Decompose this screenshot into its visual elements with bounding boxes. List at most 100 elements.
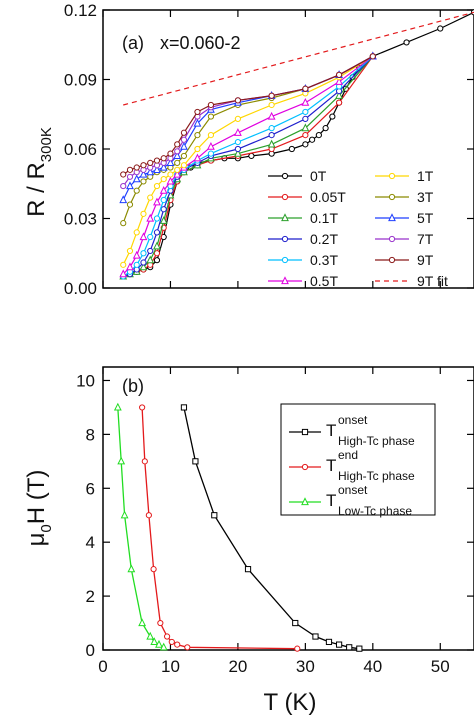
panel-a-data-point	[153, 257, 161, 264]
panel-b-data-point	[127, 564, 136, 573]
panel-b-ylabel-sub: 0	[38, 524, 55, 532]
panel-a-data-point	[159, 162, 168, 171]
panel-b-plot	[113, 402, 363, 652]
panel-a-data-point	[153, 250, 161, 257]
panel-b-data-point	[157, 619, 164, 627]
panel-a-data-point	[193, 118, 202, 127]
panel-a-data-point	[234, 97, 242, 104]
panel-b-ticks: 0 2 4 6 8 10 0 10 20 30 40 50	[76, 367, 474, 676]
panel-b-xtick-label: 40	[363, 657, 382, 676]
panel-b-data-point	[120, 510, 129, 519]
panel-b-data-point	[335, 641, 343, 648]
panel-b-data-point	[146, 631, 155, 640]
panel-b-data-point	[346, 644, 353, 651]
panel-b-ytick-label: 2	[86, 587, 95, 606]
legend-marker	[281, 235, 289, 243]
legend-label-sub: High-Tc phase	[338, 469, 415, 483]
panel-a-data-point	[194, 108, 201, 116]
panel-a-data-point	[369, 53, 376, 60]
panel-a-data-point	[207, 101, 215, 109]
panel-a-data-point	[174, 141, 181, 148]
panel-a-ytick-label: 0.03	[64, 210, 97, 229]
panel-a-data-point	[234, 115, 242, 122]
panel-b-series-line	[117, 407, 165, 648]
panel-b-data-point	[117, 456, 126, 465]
panel-a-data-point	[174, 148, 181, 155]
panel-a-data-point	[180, 129, 188, 136]
panel-a-title: x=0.060-2	[160, 33, 241, 53]
panel-a-data-point	[166, 158, 175, 166]
panel-a-data-point	[167, 150, 174, 157]
panel-a-data-point	[153, 157, 161, 164]
panel-b-ylabel-mu: μ	[23, 533, 50, 547]
legend-label: 7T	[417, 231, 434, 247]
panel-a-plot	[119, 9, 474, 280]
panel-a-data-point	[140, 250, 147, 257]
panel-a-data-point	[140, 259, 147, 266]
legend-marker	[281, 213, 289, 222]
panel-a-data-point	[335, 77, 343, 85]
panel-b-legend-box	[280, 403, 436, 516]
panel-a-data-point	[302, 85, 309, 92]
panel-a-data-point	[159, 185, 168, 194]
panel-a-data-point	[147, 159, 154, 166]
panel-a-data-point	[302, 141, 309, 148]
panel-b-data-point	[192, 458, 199, 465]
legend-marker	[388, 193, 396, 201]
panel-a-data-point	[153, 241, 161, 250]
panel-b-xtick-label: 50	[431, 657, 450, 676]
panel-b-xtick-label: 0	[98, 657, 107, 676]
panel-a-data-point	[335, 71, 343, 78]
legend-label: 9T fit	[417, 273, 448, 289]
panel-a-data-point	[146, 213, 155, 222]
panel-a-data-point	[288, 145, 295, 153]
panel-b-data-point	[184, 644, 191, 651]
panel-a-data-point	[140, 210, 147, 217]
legend-marker	[281, 193, 289, 201]
panel-b-data-point	[145, 512, 152, 519]
legend-marker	[301, 463, 309, 471]
panel-a-data-point	[174, 159, 181, 166]
panel-b-xlabel: T (K)	[264, 689, 317, 716]
legend-label: 0.05T	[310, 189, 346, 205]
panel-a-data-point	[437, 25, 444, 32]
panel-b-xtick-label: 10	[161, 657, 180, 676]
panel-a-data-point	[268, 125, 275, 132]
panel-b-data-point	[174, 641, 181, 648]
panel-a-data-point	[322, 125, 329, 132]
legend-label-sup: end	[338, 448, 358, 462]
legend-label: 0.1T	[310, 210, 338, 226]
legend-marker	[388, 256, 396, 264]
panel-a-data-point	[173, 151, 182, 160]
legend-label-sub: High-Tc phase	[338, 434, 415, 448]
panel-a-data-point	[174, 166, 181, 173]
panel-b-data-point	[150, 637, 159, 646]
legend-label: T	[326, 421, 336, 440]
panel-a-data-point	[126, 201, 134, 208]
panel-a-data-point	[147, 194, 154, 201]
panel-a-data-point	[207, 141, 215, 150]
panel-b-series-line	[141, 407, 298, 650]
panel-a-data-point	[146, 167, 155, 176]
panel-a-data-point	[126, 173, 134, 180]
panel-a-data-point	[301, 97, 310, 106]
panel-a-ylabel-sub: 300K	[38, 127, 55, 162]
panel-a-data-point	[193, 153, 202, 162]
legend-label: 0.3T	[310, 252, 338, 268]
panel-a-data-point	[234, 138, 242, 146]
panel-a-data-point	[194, 132, 201, 139]
panel-a-data-point	[153, 215, 161, 222]
panel-a-data-point	[234, 145, 242, 153]
panel-b-frame	[102, 366, 474, 651]
panel-b-data-point	[163, 633, 171, 640]
legend-label: 5T	[417, 210, 434, 226]
panel-a-ytick-label: 0.09	[64, 71, 97, 90]
panel-b-ytick-label: 4	[86, 533, 95, 552]
panel-a-data-point	[180, 152, 188, 160]
panel-a-data-point	[133, 187, 140, 194]
panel-a-data-point	[207, 132, 215, 139]
panel-a-data-point	[153, 229, 161, 236]
panel-a-data-point	[126, 166, 134, 173]
legend-marker	[301, 428, 309, 436]
